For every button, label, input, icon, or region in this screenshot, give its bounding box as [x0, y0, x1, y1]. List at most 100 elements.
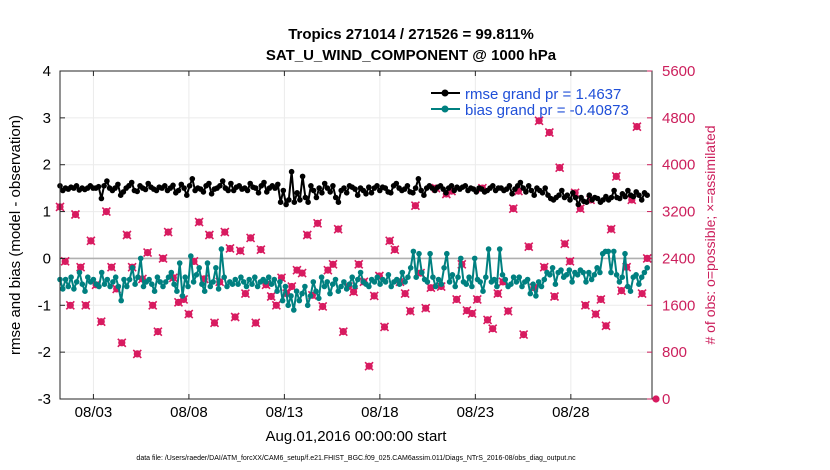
rmse-point — [286, 197, 292, 203]
bias-point — [252, 274, 258, 281]
obs-count-cross — [76, 262, 86, 272]
bias-point — [366, 283, 372, 290]
bias-point — [613, 272, 620, 278]
bias-point — [157, 279, 163, 285]
bias-point — [254, 283, 261, 290]
rmse-point — [73, 183, 80, 189]
obs-count-cross — [400, 289, 410, 299]
bias-point — [608, 269, 614, 276]
rmse-point — [184, 192, 190, 198]
bias-point — [176, 260, 183, 266]
bias-point — [633, 272, 639, 278]
obs-count-cross — [271, 300, 281, 310]
rmse-point — [115, 181, 121, 188]
obs-count-cross — [385, 236, 395, 246]
bias-point — [352, 283, 358, 290]
bias-point — [566, 267, 573, 273]
bias-point — [355, 276, 361, 283]
rmse-point — [275, 181, 281, 188]
bias-point — [263, 279, 269, 285]
rmse-point — [410, 190, 416, 196]
rmse-point — [98, 195, 105, 202]
rmse-point — [128, 179, 135, 186]
y-tick-label: 2 — [43, 157, 51, 174]
bias-point — [491, 276, 498, 283]
bias-point — [535, 279, 542, 285]
rmse-point — [528, 187, 535, 194]
bias-point — [221, 274, 227, 281]
bias-point — [469, 283, 475, 290]
bias-point — [265, 274, 272, 281]
rmse-point — [305, 199, 311, 205]
obs-count-cross — [256, 245, 266, 255]
bias-point — [374, 274, 381, 281]
bias-point — [62, 276, 69, 283]
bias-point — [115, 283, 122, 290]
bias-point — [73, 279, 80, 285]
obs-count-cross — [379, 322, 390, 332]
rmse-point — [352, 186, 358, 192]
bias-point — [224, 283, 230, 290]
bias-point — [68, 274, 74, 281]
bias-point — [60, 286, 66, 292]
y-tick-label: 4 — [43, 63, 51, 80]
bias-point — [196, 265, 202, 271]
bias-point — [407, 265, 414, 271]
rmse-point — [101, 183, 107, 189]
bias-point — [338, 283, 344, 290]
bias-point — [329, 281, 336, 288]
y-tick-label: 0 — [43, 250, 51, 267]
rmse-point — [636, 192, 642, 198]
bias-point — [430, 274, 436, 281]
rmse-point — [302, 194, 309, 201]
rmse-point — [531, 192, 537, 198]
rmse-point — [261, 179, 267, 186]
bias-point — [552, 281, 559, 288]
bias-point — [96, 283, 102, 290]
bias-point — [193, 272, 200, 278]
rmse-point — [327, 189, 334, 195]
obs-count-cross — [364, 361, 374, 371]
bias-point — [513, 279, 520, 285]
bias-point — [638, 274, 645, 281]
x-tick-label: 08/18 — [361, 404, 399, 421]
bias-point — [405, 274, 411, 281]
bias-point — [616, 279, 623, 285]
obs-count-cross — [328, 259, 338, 269]
plot-frame — [59, 70, 653, 400]
bias-point — [444, 250, 450, 257]
rmse-point — [288, 168, 295, 175]
bias-point — [377, 281, 383, 288]
x-axis-label: Aug.01,2016 00:00:00 start — [266, 428, 448, 445]
bias-point — [124, 283, 130, 290]
rmse-point — [225, 187, 231, 194]
y2-tick-label: 800 — [662, 344, 687, 361]
bias-point — [416, 250, 422, 257]
bias-point — [624, 283, 631, 290]
bias-point — [246, 276, 252, 283]
rmse-point — [308, 183, 314, 189]
rmse-point — [616, 195, 623, 202]
bias-point — [277, 279, 283, 285]
x-axis-ticks: 08/03 08/08 08/13 08/18 08/23 08/28 — [75, 71, 590, 421]
obs-count-cross — [312, 218, 323, 228]
obs-count-cross — [204, 230, 214, 240]
obs-count-cross — [580, 300, 590, 310]
rmse-point — [404, 183, 411, 189]
bias-point — [171, 281, 177, 288]
obs-count-cross — [132, 349, 142, 359]
bias-point — [427, 250, 433, 257]
bias-point — [85, 274, 91, 281]
rmse-point — [316, 185, 323, 191]
obs-count-cross — [508, 204, 518, 214]
rmse-point — [134, 188, 140, 195]
obs-count-cross — [488, 324, 498, 334]
rmse-point — [366, 184, 372, 190]
rmse-point — [539, 190, 546, 196]
rmse-point — [280, 187, 287, 194]
bias-point — [274, 288, 280, 295]
bias-point — [605, 248, 612, 255]
bias-point — [285, 302, 292, 309]
rmse-point — [443, 190, 449, 196]
bias-point — [313, 288, 319, 295]
